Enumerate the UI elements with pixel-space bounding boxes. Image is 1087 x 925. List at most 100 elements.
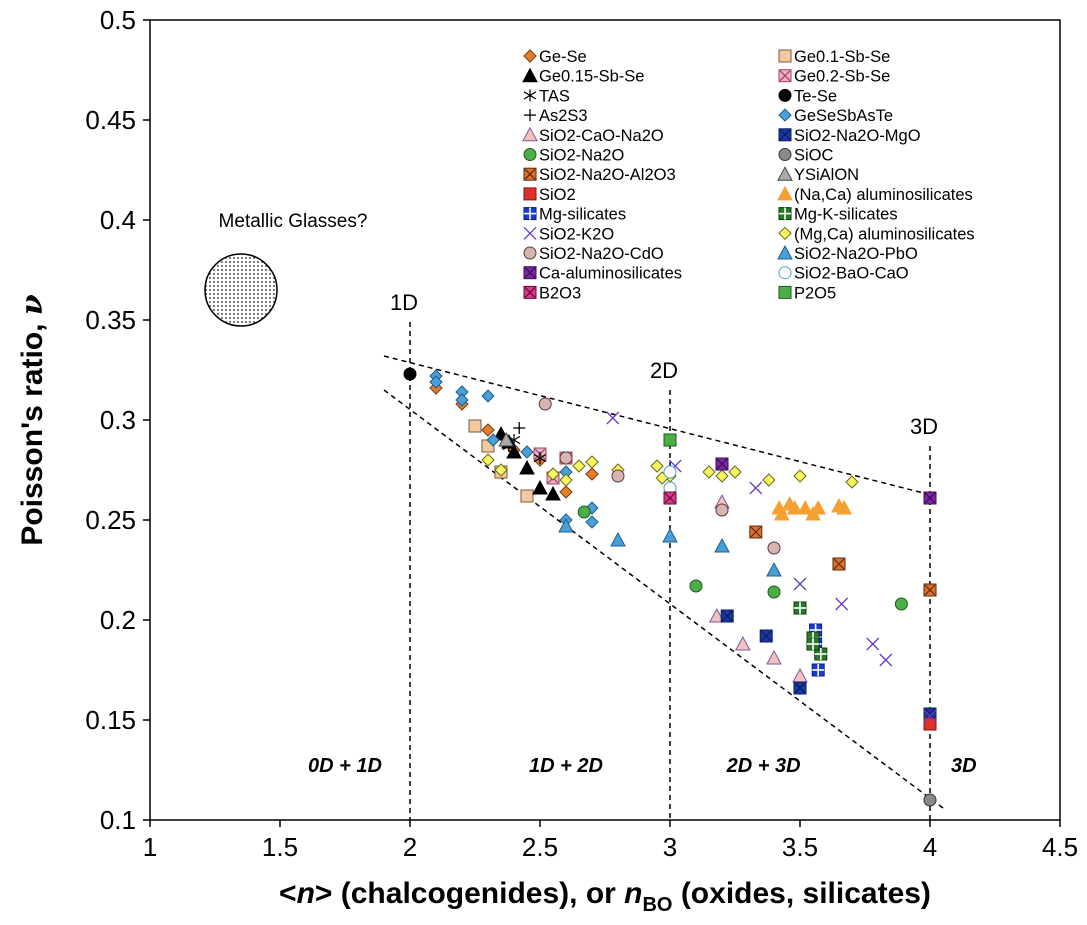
y-tick-label: 0.1 bbox=[100, 805, 136, 835]
data-point bbox=[715, 503, 729, 517]
legend-marker bbox=[523, 49, 537, 63]
data-point bbox=[766, 649, 782, 665]
legend-label: Ca-aluminosilicates bbox=[539, 265, 682, 283]
data-point bbox=[559, 485, 573, 499]
legend-marker bbox=[778, 128, 792, 142]
legend-marker bbox=[523, 266, 537, 280]
legend-marker bbox=[524, 109, 536, 122]
plot-area bbox=[149, 19, 1061, 821]
legend-label: P2O5 bbox=[794, 284, 836, 302]
data-point bbox=[767, 585, 781, 599]
data-point bbox=[498, 431, 515, 447]
data-point bbox=[879, 653, 893, 667]
legend-label: SiO2 bbox=[539, 186, 576, 204]
legend-marker bbox=[523, 167, 537, 181]
y-axis-title: Poisson's ratio, ν bbox=[15, 294, 50, 546]
legend-label: SiO2-Na2O bbox=[539, 147, 624, 165]
data-point bbox=[572, 459, 586, 473]
legend-marker bbox=[778, 207, 792, 221]
legend-marker bbox=[778, 108, 792, 122]
x-axis-title-nbo: n bbox=[624, 877, 642, 910]
legend-label: B2O3 bbox=[539, 284, 581, 302]
x-tick-label: 2.5 bbox=[522, 832, 558, 862]
axis-ticks: 1 1.5 2 2.5 3 3.5 4 4.5 0.1 0.15 0.2 0.25 0.3 0.35 0.4… bbox=[85, 5, 1078, 862]
legend-label: Mg-silicates bbox=[539, 206, 626, 224]
data-point bbox=[689, 579, 703, 593]
data-point bbox=[546, 467, 560, 481]
legend-label: SiO2-Na2O-MgO bbox=[794, 127, 921, 145]
data-point bbox=[786, 499, 803, 515]
guide-lines: 1D 2D 3D 0D + 1D 1D + 2D 2D + 3D 3D bbox=[308, 290, 977, 820]
data-point bbox=[806, 637, 820, 651]
legend-label: SiO2-Na2O-CdO bbox=[539, 245, 664, 263]
data-point bbox=[481, 423, 495, 437]
data-point bbox=[468, 419, 482, 433]
legend-label: Mg-K-silicates bbox=[794, 206, 898, 224]
data-point bbox=[923, 707, 937, 721]
legend-label: YSiAlON bbox=[794, 166, 859, 184]
region-label: 0D + 1D bbox=[308, 755, 382, 777]
data-point bbox=[720, 609, 734, 623]
data-point bbox=[767, 541, 781, 555]
legend-marker bbox=[778, 69, 792, 83]
data-point bbox=[714, 537, 730, 553]
x-tick-label: 3 bbox=[663, 832, 677, 862]
data-point bbox=[663, 491, 677, 505]
legend-marker bbox=[777, 185, 793, 201]
legend-marker bbox=[777, 166, 793, 181]
data-point bbox=[814, 647, 828, 661]
data-point bbox=[836, 499, 853, 515]
legend-marker bbox=[778, 226, 792, 241]
data-point bbox=[506, 443, 522, 459]
metallic-glasses-annotation: Metallic Glasses? bbox=[204, 211, 368, 327]
data-point bbox=[403, 367, 417, 381]
data-point bbox=[663, 433, 677, 447]
data-point bbox=[793, 577, 807, 591]
data-point bbox=[494, 463, 508, 477]
region-label: 2D + 3D bbox=[726, 755, 801, 777]
data-point bbox=[585, 515, 599, 529]
legend-label: TAS bbox=[539, 87, 570, 105]
data-point bbox=[766, 561, 782, 577]
legend-label: (Na,Ca) aluminosilicates bbox=[794, 186, 973, 204]
data-point bbox=[585, 455, 599, 469]
data-point bbox=[545, 485, 561, 501]
x-axis-title-part1: < bbox=[279, 877, 297, 910]
legend-marker bbox=[778, 148, 792, 161]
dimension-label: 1D bbox=[390, 290, 418, 315]
y-axis-title-main: Poisson's ratio, bbox=[16, 315, 49, 546]
legend-marker bbox=[778, 49, 792, 63]
metallic-glasses-label: Metallic Glasses? bbox=[219, 211, 368, 232]
data-point bbox=[520, 489, 534, 503]
data-point bbox=[558, 517, 574, 533]
legend-marker bbox=[522, 67, 538, 83]
y-tick-label: 0.35 bbox=[85, 305, 136, 335]
data-point bbox=[533, 452, 547, 464]
data-point bbox=[923, 491, 937, 505]
data-point bbox=[923, 583, 937, 597]
data-point bbox=[773, 505, 790, 521]
region-label: 1D + 2D bbox=[529, 755, 603, 777]
data-points bbox=[403, 367, 937, 807]
data-point bbox=[793, 601, 807, 615]
dimension-label: 2D bbox=[650, 358, 678, 383]
data-point bbox=[610, 531, 626, 547]
data-point bbox=[486, 433, 500, 447]
legend-marker bbox=[523, 89, 537, 102]
x-axis-title-part2: > (chalcogenides), or bbox=[315, 877, 624, 910]
data-point bbox=[793, 469, 807, 483]
data-point bbox=[715, 457, 729, 471]
x-axis-title-part3: (oxides, silicates) bbox=[672, 877, 930, 910]
bound-line bbox=[383, 355, 936, 497]
legend-marker bbox=[777, 244, 793, 260]
data-point bbox=[749, 481, 763, 495]
legend-marker bbox=[778, 285, 792, 299]
data-point bbox=[559, 451, 573, 465]
x-tick-label: 4 bbox=[923, 832, 937, 862]
legend-marker bbox=[523, 246, 537, 260]
legend-marker bbox=[522, 126, 538, 142]
data-point bbox=[845, 475, 859, 489]
data-point bbox=[577, 505, 591, 519]
